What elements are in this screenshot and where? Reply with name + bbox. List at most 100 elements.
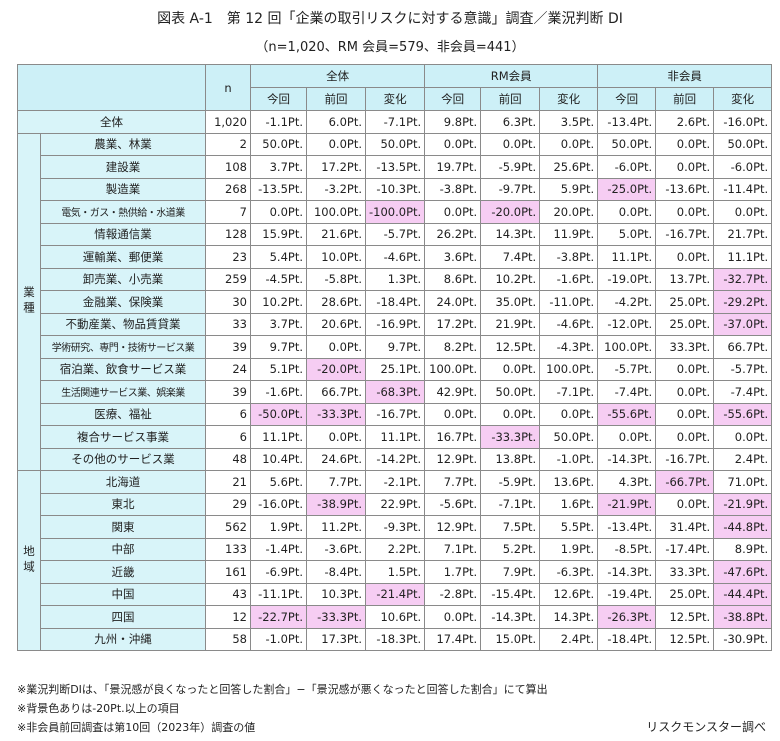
value-cell: 0.0Pt.	[655, 492, 715, 516]
value-cell: -33.3Pt.	[306, 605, 366, 629]
value-cell: 0.0Pt.	[306, 335, 366, 359]
value-cell: -2.8Pt.	[424, 582, 482, 606]
value-cell: -21.4Pt.	[364, 582, 426, 606]
value-cell: -13.5Pt.	[364, 155, 426, 179]
value-cell: 24.0Pt.	[424, 290, 482, 314]
value-cell: 20.6Pt.	[306, 312, 366, 336]
sub-header: 変化	[539, 87, 599, 111]
value-cell: -18.4Pt.	[364, 290, 426, 314]
data-row: 複合サービス事業 6 11.1Pt. 0.0Pt. 11.1Pt. 16.7Pt. -33.…	[18, 425, 773, 449]
data-row: 生活関連サービス業、娯楽業 39 -1.6Pt. 66.7Pt. -68.3Pt. 42.…	[18, 380, 773, 404]
value-cell: 7.5Pt.	[480, 515, 541, 539]
value-cell: 0.0Pt.	[424, 200, 482, 224]
n-cell: 48	[205, 447, 251, 471]
value-cell: -3.8Pt.	[424, 177, 482, 201]
value-cell: 15.9Pt.	[250, 222, 307, 246]
value-cell: 0.0Pt.	[480, 402, 541, 426]
value-cell: -4.6Pt.	[364, 245, 426, 269]
value-cell: 9.7Pt.	[364, 335, 426, 359]
value-cell: -11.1Pt.	[250, 582, 307, 606]
value-cell: 25.0Pt.	[655, 312, 715, 336]
header-cell	[17, 64, 206, 111]
data-row: 不動産業、物品賃貸業 33 3.7Pt. 20.6Pt. -16.9Pt. 17.2Pt.…	[18, 312, 773, 336]
value-cell: -19.0Pt.	[597, 267, 657, 291]
data-row: 電気・ガス・熱供給・水道業 7 0.0Pt. 100.0Pt. -100.0Pt. 0.0…	[18, 200, 773, 224]
n-cell: 161	[205, 560, 251, 584]
value-cell: -16.9Pt.	[364, 312, 426, 336]
section-label: 地域	[17, 470, 41, 651]
data-row: 九州・沖縄 58 -1.0Pt. 17.3Pt. -18.3Pt. 17.4Pt. 15.0…	[18, 627, 773, 651]
value-cell: -38.8Pt.	[713, 605, 773, 629]
value-cell: 24.6Pt.	[306, 447, 366, 471]
value-cell: -16.0Pt.	[250, 492, 307, 516]
footnote: ※業況判断DIは、「景況感が良くなったと回答した割合」−「景況感が悪くなったと回…	[17, 683, 548, 696]
total-row: 全体 1,020 -1.1Pt. 6.0Pt. -7.1Pt. 9.8Pt. 6.3Pt. 3…	[17, 110, 773, 134]
n-cell: 562	[205, 515, 251, 539]
n-cell: 133	[205, 537, 251, 561]
data-row: 学術研究、専門・技術サービス業 39 9.7Pt. 0.0Pt. 9.7Pt. 8.2Pt…	[18, 335, 773, 359]
value-cell: -9.7Pt.	[480, 177, 541, 201]
sub-header: 今回	[250, 87, 307, 111]
value-cell: 0.0Pt.	[655, 132, 715, 156]
value-cell: 26.2Pt.	[424, 222, 482, 246]
group-header: 非会員	[597, 64, 773, 88]
value-cell: -4.2Pt.	[597, 290, 657, 314]
data-row: 宿泊業、飲食サービス業 24 5.1Pt. -20.0Pt. 25.1Pt. 100.0P…	[18, 357, 773, 381]
group-header: RM会員	[424, 64, 599, 88]
value-cell: -7.1Pt.	[539, 380, 599, 404]
value-cell: 6.0Pt.	[306, 110, 366, 134]
value-cell: -3.6Pt.	[306, 537, 366, 561]
value-cell: 3.5Pt.	[539, 110, 599, 134]
value-cell: -5.8Pt.	[306, 267, 366, 291]
n-cell: 23	[205, 245, 251, 269]
value-cell: 50.0Pt.	[597, 132, 657, 156]
n-cell: 6	[205, 402, 251, 426]
value-cell: 0.0Pt.	[713, 200, 773, 224]
value-cell: 2.2Pt.	[364, 537, 426, 561]
value-cell: -4.6Pt.	[539, 312, 599, 336]
row-label: 農業、林業	[40, 132, 206, 156]
value-cell: 0.0Pt.	[597, 425, 657, 449]
value-cell: 0.0Pt.	[539, 402, 599, 426]
value-cell: -5.9Pt.	[480, 155, 541, 179]
data-row: 情報通信業 128 15.9Pt. 21.6Pt. -5.7Pt. 26.2Pt. 14.3…	[18, 222, 773, 246]
value-cell: -13.4Pt.	[597, 515, 657, 539]
n-cell: 1,020	[205, 110, 251, 134]
value-cell: -66.7Pt.	[655, 470, 715, 494]
value-cell: -6.9Pt.	[250, 560, 307, 584]
value-cell: -20.0Pt.	[306, 357, 366, 381]
value-cell: -1.0Pt.	[539, 447, 599, 471]
value-cell: 7.4Pt.	[480, 245, 541, 269]
value-cell: 19.7Pt.	[424, 155, 482, 179]
value-cell: 2.4Pt.	[539, 627, 599, 651]
row-label: 金融業、保険業	[40, 290, 206, 314]
value-cell: 0.0Pt.	[655, 200, 715, 224]
value-cell: -9.3Pt.	[364, 515, 426, 539]
value-cell: 66.7Pt.	[306, 380, 366, 404]
value-cell: 1.3Pt.	[364, 267, 426, 291]
value-cell: 0.0Pt.	[655, 402, 715, 426]
row-label: 近畿	[40, 560, 206, 584]
value-cell: 31.4Pt.	[655, 515, 715, 539]
value-cell: 14.3Pt.	[539, 605, 599, 629]
value-cell: 9.8Pt.	[424, 110, 482, 134]
value-cell: 5.2Pt.	[480, 537, 541, 561]
value-cell: 12.5Pt.	[655, 605, 715, 629]
value-cell: -14.3Pt.	[480, 605, 541, 629]
value-cell: -7.4Pt.	[597, 380, 657, 404]
group-header: 全体	[249, 64, 426, 88]
value-cell: 5.5Pt.	[539, 515, 599, 539]
sub-header: 変化	[364, 87, 426, 111]
data-row: 金融業、保険業 30 10.2Pt. 28.6Pt. -18.4Pt. 24.0Pt. 35…	[18, 290, 773, 314]
value-cell: 25.6Pt.	[539, 155, 599, 179]
value-cell: -17.4Pt.	[655, 537, 715, 561]
value-cell: 50.0Pt.	[364, 132, 426, 156]
value-cell: 33.3Pt.	[655, 560, 715, 584]
data-row: 関東 562 1.9Pt. 11.2Pt. -9.3Pt. 12.9Pt. 7.5Pt. 5.…	[18, 515, 773, 539]
value-cell: 21.6Pt.	[306, 222, 366, 246]
value-cell: -1.1Pt.	[250, 110, 307, 134]
value-cell: 100.0Pt.	[597, 335, 657, 359]
row-label: 製造業	[40, 177, 206, 201]
data-row: 中国 43 -11.1Pt. 10.3Pt. -21.4Pt. -2.8Pt. -15.4P…	[18, 582, 773, 606]
value-cell: 10.2Pt.	[480, 267, 541, 291]
